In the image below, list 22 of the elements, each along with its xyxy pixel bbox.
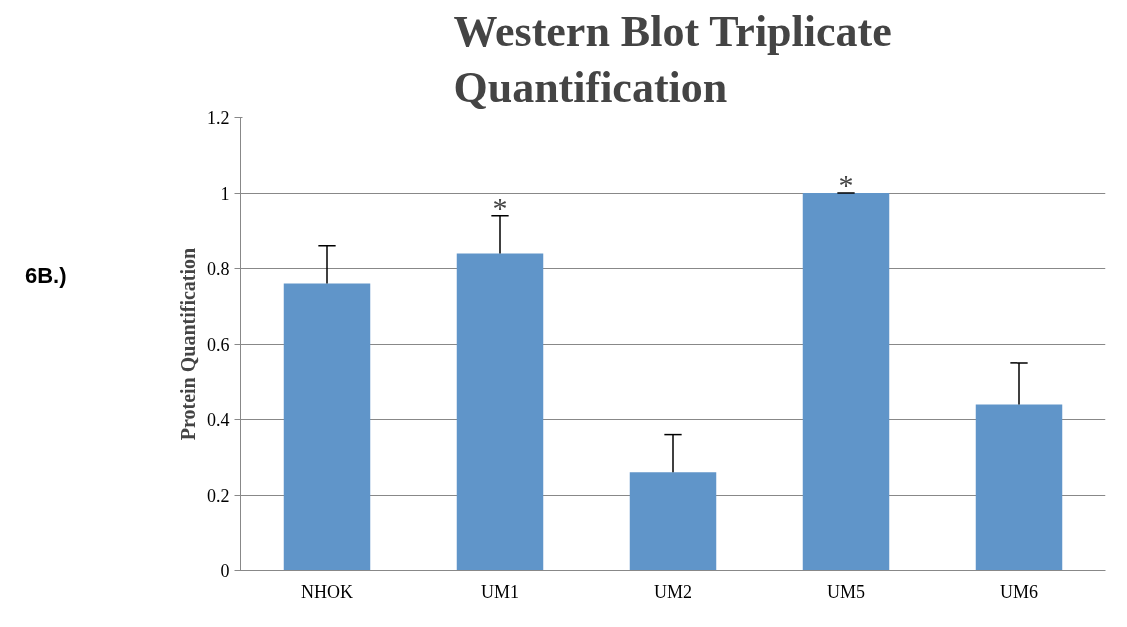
x-tick-label: UM6 <box>1000 581 1039 602</box>
annotation: * <box>492 190 508 224</box>
chart-title: Western Blot Triplicate Quantification <box>453 7 892 113</box>
y-tick-label: 0.6 <box>207 334 230 355</box>
y-tick-label: 0.4 <box>207 410 230 430</box>
y-axis-title: Protein Quantification <box>177 247 199 441</box>
y-tick-label: 0 <box>220 561 230 581</box>
x-tick-label: UM5 <box>827 581 866 602</box>
y-tick-label: 0.8 <box>207 259 230 279</box>
x-tick-label: UM1 <box>481 581 520 602</box>
x-tick-label: NHOK <box>301 581 353 602</box>
text: 6B.) <box>25 262 67 290</box>
x-tick-label: UM2 <box>654 581 693 602</box>
y-tick-label: 0.2 <box>207 485 230 506</box>
y-tick-label: 1 <box>220 183 230 204</box>
bar <box>975 404 1063 571</box>
y-tick-label: 1.2 <box>207 108 230 128</box>
bar <box>283 283 371 571</box>
bar <box>456 253 544 571</box>
bar <box>629 472 717 571</box>
bar <box>802 193 890 571</box>
annotation: * <box>838 168 854 201</box>
